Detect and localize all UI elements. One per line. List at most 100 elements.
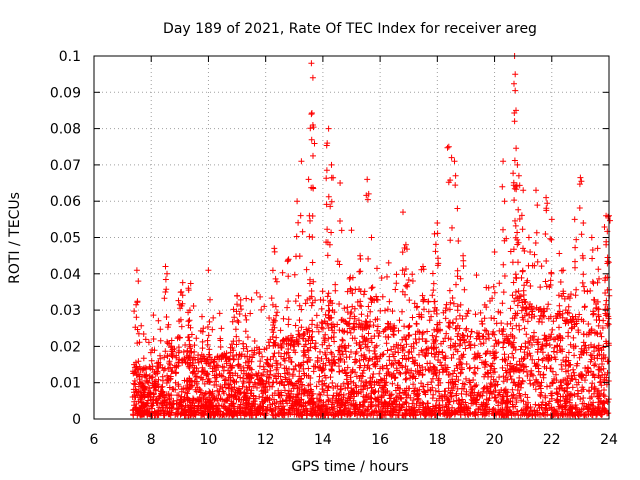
roti-point [548,236,555,243]
roti-point [328,229,335,236]
roti-point [544,383,550,390]
roti-point [455,377,462,383]
roti-point [397,370,404,377]
roti-point [565,329,572,336]
roti-point [518,307,525,314]
roti-point [355,317,362,324]
roti-point [383,362,390,369]
roti-point [185,318,192,325]
roti-point [230,378,237,384]
roti-point [511,118,518,125]
roti-point [516,182,523,189]
roti-point [325,307,332,314]
roti-point [509,292,516,299]
y-tick-label: 0.08 [50,122,81,138]
roti-point [580,283,587,290]
roti-point [285,298,292,305]
roti-point [429,395,436,402]
roti-point [317,392,324,398]
roti-point [604,254,611,261]
roti-point [368,339,375,346]
roti-point [501,339,508,346]
roti-point [298,306,305,313]
roti-point [256,350,262,357]
roti-point [296,368,303,375]
roti-point [595,322,602,329]
roti-point [368,285,375,292]
roti-point [464,333,471,340]
roti-point [486,390,493,396]
roti-point [604,399,611,405]
roti-point [393,271,400,278]
roti-point [587,352,594,358]
roti-point [161,354,168,361]
roti-point [528,367,535,374]
roti-point [442,315,449,322]
roti-point [257,293,264,300]
roti-point [513,322,520,329]
roti-point [601,387,607,393]
roti-point [430,287,437,294]
roti-point [384,365,391,372]
y-tick-label: 0.03 [50,303,81,319]
roti-point [511,197,518,204]
roti-point [309,321,315,328]
roti-point [338,385,345,392]
roti-point [544,200,551,207]
roti-point [350,323,357,330]
roti-point [509,325,516,332]
roti-point [482,351,489,357]
roti-point [310,368,317,375]
roti-point [557,403,564,409]
roti-point [370,371,377,377]
roti-point [510,354,517,361]
roti-point [449,224,455,231]
roti-point [454,267,461,274]
roti-point [346,325,353,332]
roti-point [163,286,170,293]
roti-point [239,383,246,390]
roti-point [445,371,452,378]
roti-point [496,280,503,287]
roti-point [496,374,503,381]
roti-point [540,371,547,378]
roti-point [258,388,265,395]
roti-point [572,292,579,299]
roti-point [379,351,386,358]
roti-point [336,363,342,370]
roti-point [550,318,557,325]
roti-point [298,158,305,165]
roti-point [309,74,316,81]
roti-point [309,259,316,266]
roti-point [279,269,286,276]
roti-point [155,317,162,324]
roti-point [328,198,335,205]
roti-point [538,263,545,270]
roti-point [542,278,549,285]
roti-point [366,347,373,354]
roti-point [230,356,237,363]
roti-point [368,335,375,342]
roti-point [594,279,601,286]
roti-point [339,336,346,343]
roti-point [499,183,506,190]
roti-point [357,256,364,262]
roti-point [389,380,396,387]
roti-point [599,361,605,367]
x-tick-label: 12 [257,432,275,448]
roti-point [324,392,331,399]
roti-point [515,206,522,213]
roti-point [599,325,606,331]
roti-point [521,282,528,289]
roti-point [325,193,332,200]
roti-point [588,341,594,348]
roti-point [169,353,176,360]
roti-point [531,329,537,336]
roti-point [402,370,409,377]
roti-point [572,244,579,251]
roti-point [330,174,337,181]
roti-point [388,346,395,353]
roti-point [140,331,147,337]
roti-point [360,367,367,374]
roti-point [480,340,487,347]
